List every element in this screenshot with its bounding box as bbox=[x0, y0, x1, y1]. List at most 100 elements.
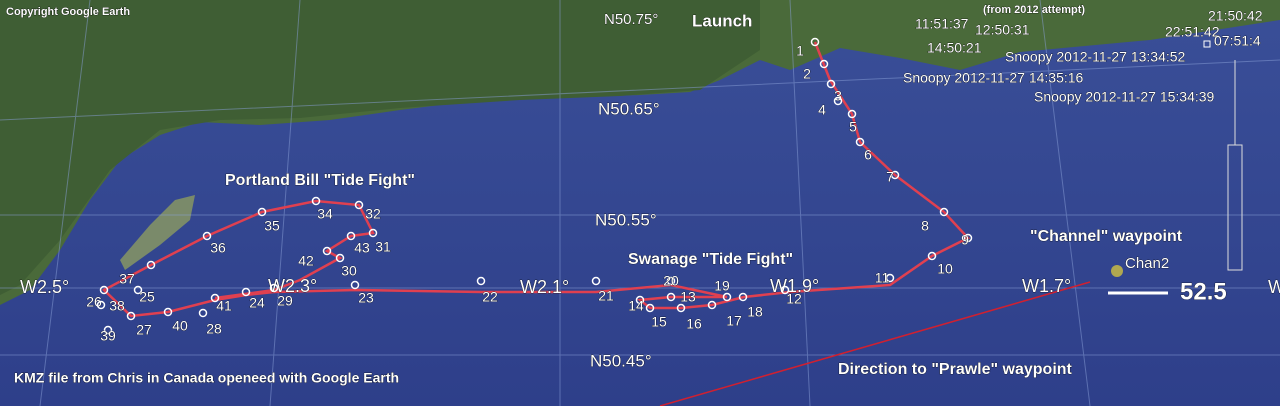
annotation: Swanage "Tide Fight" bbox=[628, 251, 793, 268]
waypoint-label: 31 bbox=[375, 239, 391, 255]
waypoint-label: 15 bbox=[651, 314, 667, 330]
waypoint-label: 35 bbox=[264, 218, 280, 234]
time-label: 07:51:4 bbox=[1214, 33, 1261, 49]
waypoint-label: 24 bbox=[249, 295, 265, 311]
waypoint-label: 16 bbox=[686, 316, 702, 332]
waypoint-label: 3 bbox=[834, 88, 842, 104]
waypoint-marker bbox=[707, 300, 717, 310]
waypoint-label: 29 bbox=[277, 293, 293, 309]
waypoint-label: 37 bbox=[119, 271, 135, 287]
waypoint-marker bbox=[890, 170, 900, 180]
waypoint-marker bbox=[939, 207, 949, 217]
waypoint-marker bbox=[368, 228, 378, 238]
waypoint-label: 7 bbox=[886, 169, 894, 185]
distance-label: 52.5 bbox=[1180, 278, 1227, 305]
waypoint-marker bbox=[591, 276, 601, 286]
longitude-label: W2.1° bbox=[520, 277, 569, 297]
waypoint-marker bbox=[666, 292, 676, 302]
longitude-label: W1.7° bbox=[1022, 276, 1071, 296]
waypoint-marker bbox=[819, 59, 829, 69]
waypoint-label: 19 bbox=[714, 278, 730, 294]
waypoint-marker bbox=[322, 246, 332, 256]
waypoint-label: 8 bbox=[921, 218, 929, 234]
waypoint-marker bbox=[855, 137, 865, 147]
annotation: "Channel" waypoint bbox=[1030, 228, 1183, 245]
waypoint-marker bbox=[666, 276, 676, 286]
waypoint-marker bbox=[99, 285, 109, 295]
waypoint-marker bbox=[103, 325, 113, 335]
waypoint-marker bbox=[354, 200, 364, 210]
latitude-label: N50.55° bbox=[595, 210, 657, 229]
longitude-label: W bbox=[1268, 277, 1280, 297]
waypoint-marker bbox=[146, 260, 156, 270]
scale-slider bbox=[1227, 60, 1243, 271]
waypoint-marker bbox=[885, 273, 895, 283]
waypoint-marker bbox=[810, 37, 820, 47]
time-label: 21:50:42 bbox=[1208, 8, 1263, 24]
time-label: 22:51:42 bbox=[1165, 24, 1220, 40]
latitude-label: N50.45° bbox=[590, 351, 652, 370]
waypoint-marker bbox=[350, 280, 360, 290]
waypoint-marker bbox=[311, 196, 321, 206]
direction-line bbox=[659, 281, 1091, 407]
copyright: Copyright Google Earth bbox=[6, 6, 130, 18]
chan-label: Chan2 bbox=[1125, 255, 1169, 272]
waypoint-marker bbox=[96, 300, 106, 310]
waypoint-marker bbox=[826, 79, 836, 89]
waypoint-marker bbox=[833, 96, 843, 106]
waypoint-marker bbox=[126, 311, 136, 321]
waypoint-marker bbox=[635, 295, 645, 305]
latitude-label: N50.75° bbox=[604, 11, 658, 28]
waypoint-label: 1 bbox=[796, 43, 804, 59]
waypoint-label: 21 bbox=[598, 288, 614, 304]
waypoint-label: 39 bbox=[100, 328, 116, 344]
waypoint-label: 2 bbox=[803, 66, 811, 82]
waypoint-marker bbox=[133, 285, 143, 295]
portland bbox=[120, 195, 195, 270]
waypoint-label: 12 bbox=[786, 291, 802, 307]
waypoint-marker bbox=[198, 308, 208, 318]
snoopy-label: Snoopy 2012-11-27 15:34:39 bbox=[1034, 89, 1215, 105]
annotation: Direction to "Prawle" waypoint bbox=[838, 361, 1073, 378]
latitude-label: N50.65° bbox=[598, 99, 660, 118]
waypoint-marker bbox=[335, 253, 345, 263]
waypoint-label: 17 bbox=[726, 313, 742, 329]
waypoint-label: 4 bbox=[818, 102, 826, 118]
waypoint-label: 5 bbox=[849, 119, 857, 135]
time-label: 12:50:31 bbox=[975, 22, 1030, 38]
attempt-note: (from 2012 attempt) bbox=[983, 4, 1085, 16]
waypoint-marker bbox=[163, 307, 173, 317]
waypoint-label: 10 bbox=[937, 261, 953, 277]
waypoint-marker bbox=[963, 233, 973, 243]
annotation: Portland Bill "Tide Fight" bbox=[225, 172, 415, 189]
waypoint-label: 28 bbox=[206, 321, 222, 337]
waypoint-marker bbox=[210, 293, 220, 303]
waypoint-marker bbox=[722, 292, 732, 302]
snoopy-label: Snoopy 2012-11-27 14:35:16 bbox=[903, 70, 1084, 86]
waypoint-label: 43 bbox=[354, 240, 370, 256]
waypoint-label: 9 bbox=[961, 232, 969, 248]
waypoint-label: 6 bbox=[864, 147, 872, 163]
time-label: 11:51:37 bbox=[915, 16, 969, 32]
waypoint-label: 36 bbox=[210, 240, 226, 256]
waypoint-label: 13 bbox=[680, 289, 696, 305]
waypoint-marker bbox=[257, 207, 267, 217]
waypoint-marker bbox=[269, 283, 279, 293]
waypoint-label: 30 bbox=[341, 263, 357, 279]
waypoint-marker bbox=[927, 251, 937, 261]
waypoint-label: 14 bbox=[628, 298, 644, 314]
waypoint-label: 27 bbox=[136, 322, 152, 338]
track bbox=[101, 41, 971, 318]
marker-box bbox=[1203, 40, 1211, 48]
waypoint-label: 34 bbox=[317, 206, 333, 222]
longitude-label: W2.3° bbox=[268, 276, 317, 296]
waypoint-label: 11 bbox=[875, 270, 890, 286]
snoopy-label: Snoopy 2012-11-27 13:34:52 bbox=[1005, 49, 1186, 65]
waypoint-label: 32 bbox=[365, 206, 381, 222]
waypoint-label: 41 bbox=[216, 298, 232, 314]
waypoint-label: 22 bbox=[482, 289, 498, 305]
annotation: KMZ file from Chris in Canada openeed wi… bbox=[14, 370, 399, 386]
waypoint-label: 20 bbox=[663, 273, 679, 289]
waypoint-label: 18 bbox=[747, 304, 763, 320]
